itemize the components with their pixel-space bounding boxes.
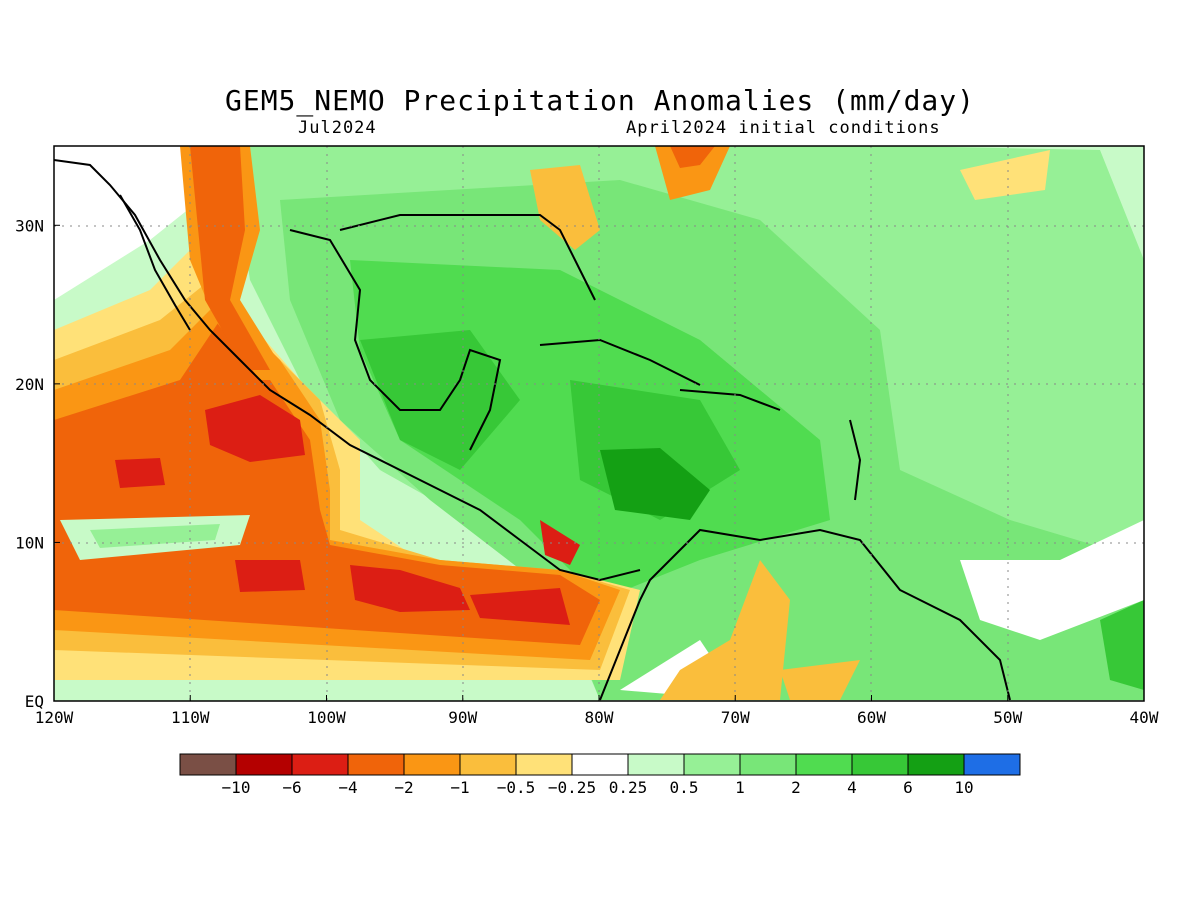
colorbar-swatch [515,753,573,776]
colorbar-label: 4 [847,778,857,797]
forecast-month: Jul2024 [298,118,377,138]
colorbar-label: 6 [903,778,913,797]
coastlines [54,159,1011,701]
y-tick-label: 10N [15,533,44,552]
colorbar-label: 10 [954,778,973,797]
colorbar: −10 −6 −4 −2 −1 −0.5 −0.25 0.25 0.5 1 2 4 6 10 [179,753,1021,797]
colorbar-label: −0.25 [548,778,596,797]
x-tick-label: 120W [35,708,74,727]
map-title: GEM5_NEMO Precipitation Anomalies (mm/da… [224,84,975,117]
colorbar-swatch [963,753,1021,776]
colorbar-swatch [851,753,909,776]
x-tick-label: 60W [857,708,886,727]
initial-conditions: April2024 initial conditions [626,118,941,138]
colorbar-swatch [683,753,741,776]
colorbar-swatch [403,753,461,776]
y-tick-label: 20N [15,375,44,394]
colorbar-label: −0.5 [497,778,536,797]
colorbar-label: −4 [338,778,357,797]
colorbar-label: −6 [282,778,301,797]
y-tick-label: 30N [15,216,44,235]
x-tick-label: 40W [1130,708,1159,727]
colorbar-swatch [795,753,853,776]
colorbar-swatch [347,753,405,776]
colorbar-swatch [459,753,517,776]
colorbar-label: 2 [791,778,801,797]
colorbar-swatch [627,753,685,776]
x-tick-label: 110W [171,708,210,727]
axis-ticks: 120W 110W 100W 90W 80W 70W 60W 50W 40W EQ 10N 20N 30… [15,216,1159,727]
colorbar-swatch [291,753,349,776]
colorbar-label: −10 [222,778,251,797]
colorbar-label: 0.5 [670,778,699,797]
colorbar-label: 0.25 [609,778,648,797]
anomaly-field [54,146,1144,701]
y-tick-label: EQ [25,692,44,711]
colorbar-label: −1 [450,778,469,797]
colorbar-label: −2 [394,778,413,797]
colorbar-label: 1 [735,778,745,797]
x-tick-label: 90W [448,708,477,727]
x-tick-label: 70W [721,708,750,727]
colorbar-swatch [235,753,293,776]
colorbar-swatch [179,753,237,776]
x-tick-label: 80W [585,708,614,727]
x-tick-label: 50W [993,708,1022,727]
colorbar-swatch [571,753,629,776]
grid-lines [54,146,1144,701]
colorbar-swatch [739,753,797,776]
x-tick-label: 100W [307,708,346,727]
colorbar-swatch [907,753,965,776]
